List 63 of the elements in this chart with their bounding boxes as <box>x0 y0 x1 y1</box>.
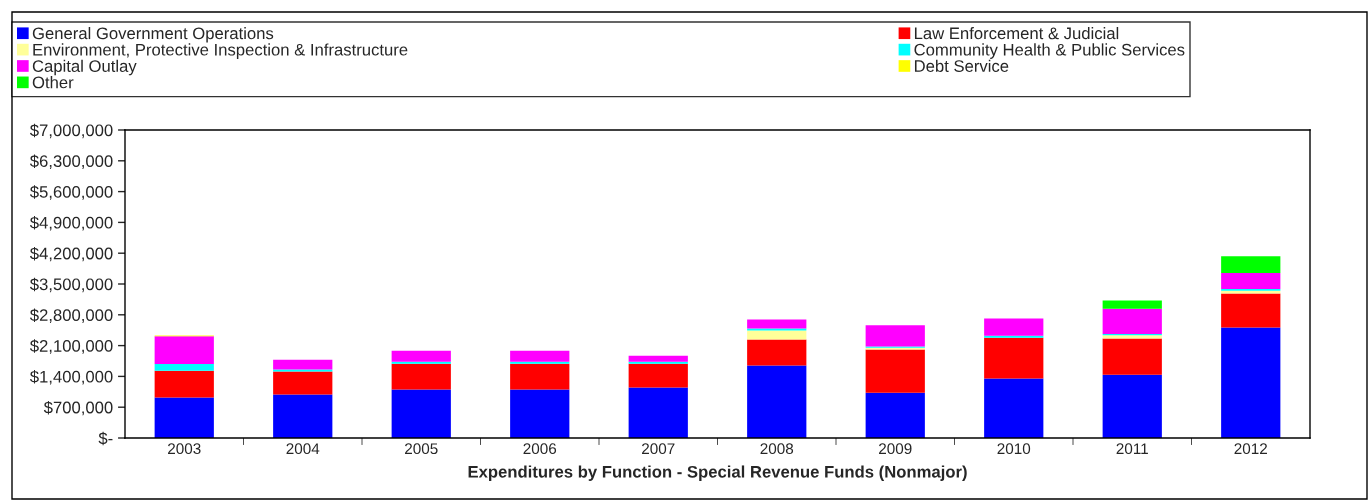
bar <box>984 337 1044 379</box>
bar <box>984 318 1044 336</box>
y-tick-label: $4,200,000 <box>29 246 113 262</box>
bar <box>747 330 807 340</box>
legend-label: Capital Outlay <box>32 59 137 76</box>
bar <box>865 349 925 393</box>
legend-label: Law Enforcement & Judicial <box>914 27 1119 40</box>
bar <box>1221 273 1281 290</box>
y-tick-label: $6,300,000 <box>29 154 113 169</box>
bar <box>154 397 214 438</box>
x-tick-label: 2011 <box>1116 443 1148 455</box>
bar <box>1221 327 1281 438</box>
legend-label: Environment, Protective Inspection & Infrastructure <box>33 43 408 59</box>
x-tick-label: 2006 <box>523 443 557 455</box>
bar <box>1102 300 1162 309</box>
bar <box>747 339 807 366</box>
bar <box>628 387 688 438</box>
bar <box>1221 293 1281 328</box>
bar <box>273 371 333 395</box>
y-tick-label: $2,800,000 <box>29 308 113 323</box>
bar <box>1221 256 1281 273</box>
bar <box>391 363 451 390</box>
x-tick-label: 2007 <box>642 443 675 455</box>
legend-label: Community Health & Public Services <box>914 43 1185 59</box>
bar <box>747 319 807 329</box>
bar <box>154 364 214 371</box>
bar <box>1102 338 1162 375</box>
bar <box>865 325 925 347</box>
legend-label: Debt Service <box>914 59 1009 72</box>
x-tick-label: 2003 <box>168 443 201 455</box>
bar <box>628 355 688 362</box>
x-tick-label: 2010 <box>997 443 1031 455</box>
bar <box>984 378 1044 438</box>
x-tick-label: 2005 <box>405 443 438 455</box>
legend-label: Other <box>32 76 74 89</box>
y-tick-label: $1,400,000 <box>29 370 113 385</box>
bar <box>510 389 570 438</box>
bar <box>1102 308 1162 334</box>
bar <box>273 394 333 438</box>
bar <box>391 350 451 362</box>
y-tick-label: $3,500,000 <box>29 277 113 293</box>
y-tick-label: $4,900,000 <box>29 216 113 231</box>
x-tick-label: 2009 <box>879 443 912 455</box>
bar <box>865 392 925 438</box>
bar <box>1102 374 1162 438</box>
x-axis-title: Expenditures by Function - Special Revenue Funds (Nonmajor) <box>468 465 967 481</box>
bar <box>154 336 214 365</box>
y-tick-label: $2,100,000 <box>29 339 113 354</box>
bar <box>510 350 570 362</box>
y-tick-label: $5,600,000 <box>29 185 113 200</box>
bar <box>391 389 451 438</box>
y-tick-label: $7,000,000 <box>29 123 113 139</box>
bar <box>510 363 570 390</box>
x-tick-label: 2008 <box>760 443 794 455</box>
bar <box>628 363 688 388</box>
y-tick-label: $700,000 <box>43 400 113 416</box>
y-tick-label: $- <box>98 431 113 446</box>
bar <box>273 359 333 370</box>
x-tick-label: 2004 <box>286 443 320 455</box>
bar <box>154 370 214 398</box>
bar <box>747 365 807 438</box>
legend-label: General Government Operations <box>32 27 274 43</box>
x-tick-label: 2012 <box>1234 443 1267 455</box>
